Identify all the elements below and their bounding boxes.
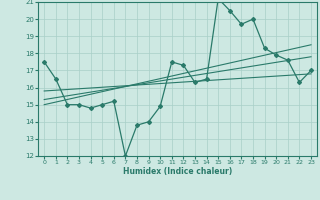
X-axis label: Humidex (Indice chaleur): Humidex (Indice chaleur)	[123, 167, 232, 176]
